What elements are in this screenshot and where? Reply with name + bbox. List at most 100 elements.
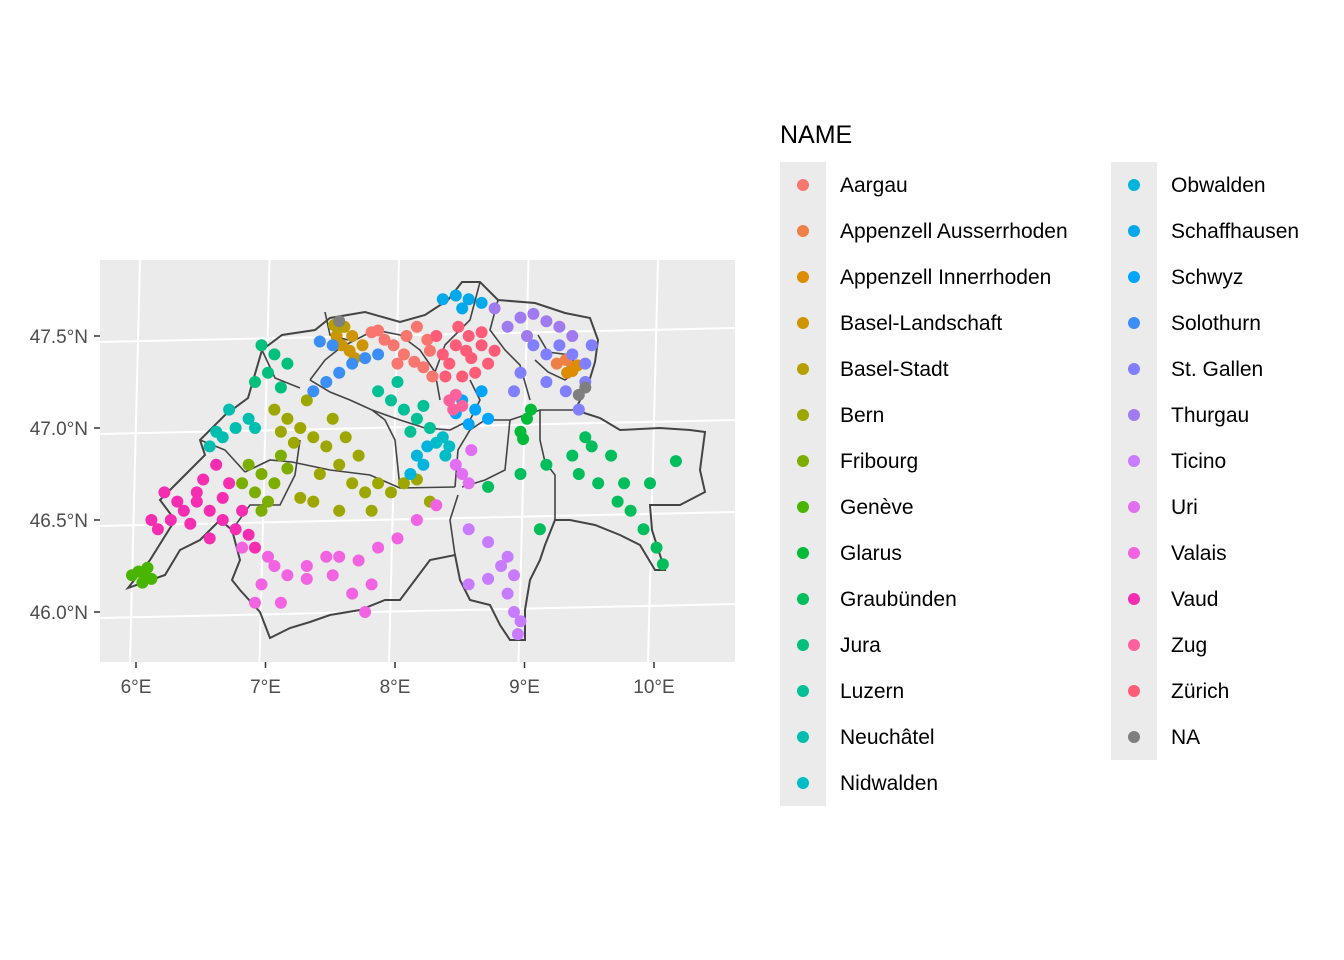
- y-tick-label: 46.5°N: [30, 511, 88, 532]
- point-solothurn: [333, 366, 346, 379]
- point-vaud: [151, 523, 164, 536]
- point-vaud: [177, 504, 190, 517]
- point-luzern: [372, 385, 385, 398]
- point-valais: [430, 499, 443, 512]
- point-bern: [372, 477, 385, 490]
- legend-label: Bern: [840, 404, 884, 427]
- point-luzern: [404, 425, 417, 438]
- point-zug: [447, 403, 460, 416]
- point-obwalden: [410, 449, 423, 462]
- point-vaud: [197, 473, 210, 486]
- point-uri: [449, 458, 462, 471]
- point-ticino: [462, 578, 475, 591]
- legend-item: Ticino: [1128, 450, 1226, 473]
- point-ticino: [501, 587, 514, 600]
- point-vaud: [216, 491, 229, 504]
- point-jura: [255, 339, 268, 352]
- point-z-rich: [482, 357, 495, 370]
- legend-item: Jura: [797, 634, 881, 657]
- legend-item: Graubünden: [797, 588, 957, 611]
- point-na: [579, 381, 592, 394]
- legend-key: [1128, 271, 1140, 283]
- point-glarus: [521, 412, 533, 425]
- legend-key: [1128, 225, 1140, 237]
- point-vaud: [210, 458, 223, 471]
- point-schwyz: [469, 403, 482, 416]
- point-graub-nden: [618, 477, 631, 490]
- point-bern: [359, 486, 372, 499]
- legend-key: [1128, 639, 1140, 651]
- x-tick-label: 10°E: [633, 677, 674, 698]
- legend-key: [797, 547, 809, 559]
- point-gen-ve: [141, 561, 154, 574]
- point-jura: [249, 376, 261, 388]
- point-vaud: [203, 532, 216, 545]
- point-st-gallen: [540, 376, 553, 388]
- point-thurgau: [540, 315, 553, 328]
- point-z-rich: [452, 320, 465, 333]
- point-bern: [274, 425, 287, 438]
- point-appenzell-ausserrhoden: [550, 357, 563, 370]
- point-fribourg: [255, 504, 268, 517]
- point-z-rich: [462, 330, 475, 342]
- point-graub-nden: [592, 477, 605, 490]
- point-luzern: [391, 376, 404, 388]
- point-z-rich: [475, 339, 488, 352]
- point-jura: [262, 366, 274, 379]
- point-ticino: [495, 560, 508, 572]
- legend-item: St. Gallen: [1128, 358, 1263, 381]
- point-valais: [281, 569, 294, 582]
- legend-item: Appenzell Ausserrhoden: [797, 220, 1068, 243]
- point-z-rich: [488, 344, 501, 357]
- legend-item: Neuchâtel: [797, 726, 935, 749]
- legend-item: Thurgau: [1128, 404, 1249, 427]
- legend-label: NA: [1171, 726, 1200, 749]
- legend-key: [1128, 685, 1140, 697]
- legend-label: St. Gallen: [1171, 358, 1263, 381]
- point-st-gallen: [559, 385, 572, 398]
- point-z-rich: [475, 326, 488, 339]
- point-st-gallen: [579, 357, 592, 370]
- legend-title: NAME: [780, 121, 852, 149]
- legend-label: Genève: [840, 496, 914, 519]
- point-ticino: [482, 572, 495, 585]
- legend-item: Zürich: [1128, 680, 1229, 703]
- legend-key: [1128, 455, 1140, 467]
- legend-label: Valais: [1171, 542, 1227, 565]
- point-solothurn: [359, 352, 372, 365]
- legend-item: Glarus: [797, 542, 902, 565]
- legend-key: [797, 225, 809, 237]
- legend-label: Obwalden: [1171, 174, 1266, 197]
- point-vaud: [184, 517, 197, 530]
- x-tick-label: 8°E: [380, 677, 411, 698]
- point-schaffhausen: [475, 296, 488, 309]
- point-graub-nden: [482, 480, 495, 493]
- legend-key: [797, 639, 809, 651]
- legend-label: Appenzell Innerrhoden: [840, 266, 1051, 289]
- point-schwyz: [482, 412, 495, 425]
- point-solothurn: [307, 385, 320, 398]
- legend-key: [797, 409, 809, 421]
- point-neuch-tel: [249, 422, 261, 434]
- point-z-rich: [436, 348, 449, 361]
- legend-label: Basel-Stadt: [840, 358, 949, 381]
- point-schaffhausen: [462, 293, 475, 306]
- legend-item: Bern: [797, 404, 884, 427]
- point-uri: [465, 444, 478, 457]
- point-fribourg: [281, 462, 294, 475]
- axis-ticks: 6°E 7°E 8°E 9°E 10°E 46.0°N 46.5°N 47.0°N 47.5°N: [30, 327, 675, 698]
- map-panel: [99, 259, 736, 663]
- point-gen-ve: [145, 572, 158, 585]
- point-ticino: [508, 606, 520, 618]
- point-aargau: [408, 355, 421, 368]
- point-luzern: [417, 399, 430, 412]
- point-graub-nden: [624, 504, 637, 517]
- point-na: [333, 315, 346, 328]
- meridian-line: [388, 259, 400, 663]
- legend-label: Fribourg: [840, 450, 918, 473]
- legend-label: Neuchâtel: [840, 726, 935, 749]
- legend-key: [1128, 409, 1140, 421]
- point-schwyz: [475, 385, 488, 398]
- legend-key: [797, 179, 809, 191]
- point-ticino: [462, 523, 475, 536]
